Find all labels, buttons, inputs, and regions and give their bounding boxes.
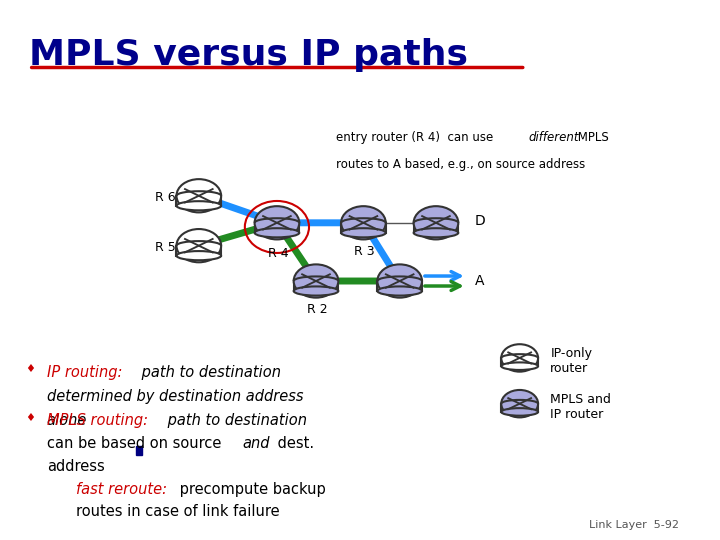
Text: path to destination: path to destination [163,413,307,428]
Text: R 4: R 4 [268,247,288,260]
Bar [136,446,142,455]
Ellipse shape [176,251,221,260]
Text: IP-only: IP-only [550,347,593,360]
Text: and: and [243,436,270,451]
Ellipse shape [501,362,538,370]
Text: D: D [475,214,486,228]
Text: path to destination: path to destination [137,364,281,380]
Text: precompute backup: precompute backup [175,482,325,497]
Text: MPLS and: MPLS and [550,393,611,406]
Text: IP routing:: IP routing: [47,364,122,380]
Text: routes to A based, e.g., on source address: routes to A based, e.g., on source addre… [336,158,585,171]
Circle shape [501,344,538,372]
Text: dest.: dest. [273,436,314,451]
Circle shape [255,206,300,239]
Text: routes in case of link failure: routes in case of link failure [76,504,279,519]
Text: MPLS: MPLS [574,131,608,144]
Text: R 3: R 3 [354,245,375,258]
Circle shape [501,390,538,417]
Text: can be based on source: can be based on source [47,436,226,451]
Text: ♦: ♦ [25,413,35,423]
Ellipse shape [294,286,338,295]
Text: R 5: R 5 [155,241,176,254]
Text: alone: alone [47,413,87,428]
Ellipse shape [176,201,221,210]
Text: MPLS versus IP paths: MPLS versus IP paths [29,38,468,72]
Text: entry router (R 4)  can use: entry router (R 4) can use [336,131,497,144]
Text: fast reroute:: fast reroute: [76,482,166,497]
Text: router: router [550,362,588,375]
Text: Link Layer  5-92: Link Layer 5-92 [589,520,679,530]
Text: R 2: R 2 [307,303,328,316]
Circle shape [377,265,422,298]
Circle shape [413,206,458,239]
Ellipse shape [377,286,422,295]
Ellipse shape [255,228,300,238]
Text: MPLS routing:: MPLS routing: [47,413,148,428]
Ellipse shape [341,228,386,238]
Text: IP router: IP router [550,408,603,421]
Circle shape [176,179,221,212]
Ellipse shape [501,408,538,416]
Text: R 6: R 6 [155,191,176,204]
Ellipse shape [413,228,458,238]
Text: ♦: ♦ [25,364,35,375]
Text: address: address [47,459,104,474]
Text: determined by destination address: determined by destination address [47,389,303,404]
Circle shape [294,265,338,298]
Text: A: A [475,274,485,288]
Text: different: different [528,131,579,144]
Circle shape [341,206,386,239]
Circle shape [176,229,221,262]
